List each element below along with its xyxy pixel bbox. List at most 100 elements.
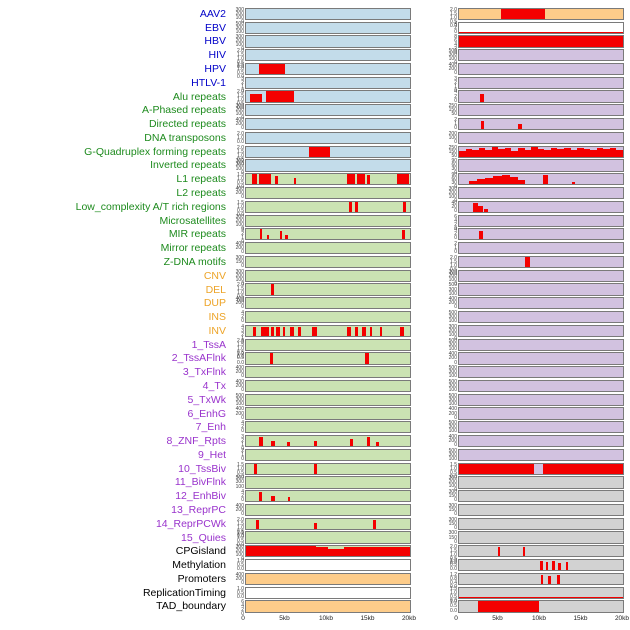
y-tick-label: 1.0: [450, 552, 457, 559]
y-tick-label: 1.0: [237, 558, 244, 565]
y-tick-label: 300: [448, 530, 457, 537]
y-tick-label: 300: [448, 516, 457, 523]
y-tick-label: 1.5: [450, 258, 457, 265]
y-tick-label: 0.5: [237, 349, 244, 356]
track-label: MIR repeats: [168, 228, 226, 241]
track-panel: [458, 118, 624, 131]
track-panel: [458, 503, 624, 517]
track-row: Low_complexity A/T rich regions 1.5 1.0 0.5…: [0, 199, 630, 217]
signal-block: [255, 519, 260, 529]
track-panel: [245, 7, 411, 20]
track-panel: [245, 76, 411, 89]
y-tick-label: 4: [241, 309, 244, 316]
track-panel: [458, 255, 624, 269]
y-tick-label: 0: [241, 387, 244, 394]
track-label: INS: [208, 311, 226, 324]
track-panel: [245, 338, 411, 351]
y-tick-label: 0.5: [450, 593, 457, 600]
track-panel: [245, 559, 411, 572]
track-row: 10_TssBiv 1.5 1.0 0.5 0.0 1.5 1.0 0.5 0.0: [0, 462, 630, 479]
y-tick-label: 0.0: [237, 160, 244, 167]
y-tick-label: 100: [448, 428, 457, 435]
y-tick-label: 0.5: [237, 180, 244, 187]
track-row: HTLV-1 3 2 1 0 3 2 1 0: [0, 76, 630, 93]
track-label: DNA transposons: [144, 131, 226, 144]
track-panel: [245, 324, 411, 337]
signal-block: [403, 202, 406, 212]
signal-block: [355, 201, 358, 212]
y-tick-label: 0: [241, 556, 244, 563]
track-row: 8_ZNF_Rpts 3 2 1 0 400 200 0: [0, 434, 630, 452]
y-axis-ticks: 300 150 0: [428, 503, 458, 516]
track-panel: [458, 421, 624, 434]
y-tick-label: 400: [448, 434, 457, 441]
track-panel: [458, 200, 624, 213]
signal-block: [400, 327, 405, 336]
signal-block: [525, 257, 530, 268]
y-axis-ticks: 300 150 0: [228, 255, 245, 268]
y-tick-label: 0: [241, 170, 244, 177]
y-tick-label: 0.0: [237, 359, 244, 366]
y-axis-ticks: 90 60 30 0: [428, 173, 458, 190]
signal-block: [259, 437, 264, 447]
signal-block: [271, 327, 274, 336]
y-tick-label: 200: [448, 189, 457, 196]
track-label: Mirror repeats: [160, 242, 226, 255]
y-axis-ticks: 2.0 1.5 1.0 0.5 0.0: [428, 545, 458, 566]
y-tick-label: 100: [448, 455, 457, 462]
track-row: 9_Het 2 1 0 500 300 100: [0, 448, 630, 462]
y-tick-label: 2: [454, 24, 457, 31]
signal-block: [346, 327, 351, 336]
y-tick-label: 0.5: [237, 69, 244, 76]
y-tick-label: 100: [448, 290, 457, 297]
y-tick-label: 1.5: [237, 148, 244, 155]
y-tick-label: 400: [235, 571, 244, 578]
track-panel: [458, 559, 624, 572]
y-tick-label: 1: [241, 83, 244, 90]
y-tick-label: 0: [241, 280, 244, 287]
y-axis-ticks: 2.0 1.5 1.0 0.5 0.0: [228, 283, 245, 304]
track-label: AAV2: [199, 7, 226, 20]
y-tick-label: 0.5: [450, 18, 457, 25]
y-tick-label: 0: [454, 304, 457, 311]
y-tick-label: 1.5: [237, 199, 244, 206]
y-tick-label: 3: [241, 227, 244, 234]
y-tick-label: 200: [448, 272, 457, 279]
y-tick-label: 0: [241, 239, 244, 246]
track-label: DEL: [205, 283, 226, 296]
y-tick-label: 1.0: [237, 176, 244, 183]
signal-block: [565, 561, 569, 571]
y-tick-label: 90: [451, 158, 457, 165]
track-row: 2_TssAFlnk 1.0 0.5 0.0 400 200 0: [0, 352, 630, 366]
x-tick-label: 20kb: [614, 615, 630, 623]
y-tick-label: 200: [235, 107, 244, 114]
signal-block: [518, 180, 525, 185]
y-tick-label: 0: [241, 304, 244, 311]
signal-block: [603, 149, 610, 157]
y-tick-label: 500: [448, 447, 457, 454]
y-axis-ticks: 500 300 100: [428, 447, 458, 462]
y-tick-label: 150: [448, 493, 457, 500]
signal-block: [366, 437, 370, 447]
y-tick-label: 2: [241, 447, 244, 454]
track-label: L1 repeats: [176, 173, 226, 186]
signal-block: [459, 463, 535, 474]
signal-block: [542, 174, 549, 185]
track-label: CPGisland: [175, 545, 226, 558]
signal-block: [282, 327, 286, 336]
y-axis-ticks: 1.5 1.0 0.5 0.0: [228, 199, 245, 217]
signal-block: [511, 150, 519, 157]
y-tick-label: 0.0: [450, 22, 457, 29]
y-tick-label: 100: [448, 134, 457, 141]
signal-block: [293, 178, 296, 185]
y-tick-label: 300: [235, 479, 244, 486]
signal-block: [557, 149, 564, 157]
signal-block: [583, 148, 591, 157]
track-label: ReplicationTiming: [142, 586, 226, 599]
signal-block: [477, 601, 540, 612]
track-panel: [458, 242, 624, 255]
